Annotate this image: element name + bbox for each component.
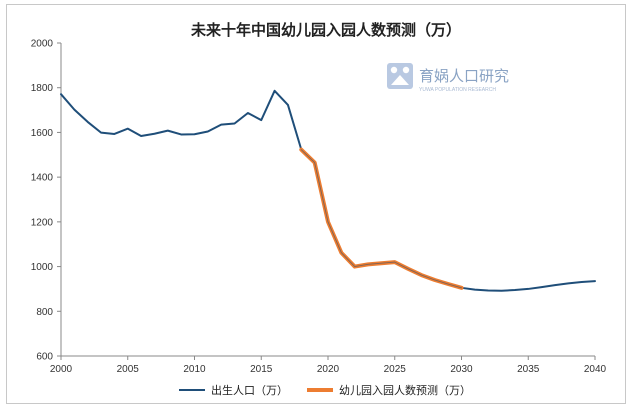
y-tick-label: 1400 bbox=[31, 173, 54, 184]
chart-title: 未来十年中国幼儿园入园人数预测（万） bbox=[190, 21, 461, 39]
legend: 出生人口（万） 幼儿园入园人数预测（万） bbox=[179, 383, 471, 397]
y-tick-label: 800 bbox=[36, 307, 53, 318]
series-line-kindergarten-core bbox=[300, 149, 462, 289]
series-layer bbox=[60, 89, 596, 292]
x-tick-label: 2030 bbox=[450, 364, 473, 375]
x-tick-label: 2005 bbox=[117, 364, 140, 375]
chart-frame: 未来十年中国幼儿园入园人数预测（万） 育娲人口研究 YUWA POPULATIO… bbox=[6, 4, 626, 404]
x-tick-label: 2025 bbox=[384, 364, 407, 375]
watermark-logo-icon bbox=[387, 63, 413, 89]
y-tick-label: 2000 bbox=[31, 39, 54, 50]
y-tick-label: 1600 bbox=[31, 128, 54, 139]
x-tick-label: 2015 bbox=[250, 364, 273, 375]
series-line-kindergarten bbox=[299, 147, 464, 290]
y-tick-label: 1000 bbox=[31, 262, 54, 273]
watermark-text: 育娲人口研究 bbox=[419, 67, 509, 85]
legend-label-kindergarten: 幼儿园入园人数预测（万） bbox=[339, 384, 471, 397]
y-tick-label: 1800 bbox=[31, 83, 54, 94]
x-tick-label: 2040 bbox=[584, 364, 607, 375]
y-tick-label: 600 bbox=[36, 352, 53, 363]
y-tick-label: 1200 bbox=[31, 217, 54, 228]
series-line-births bbox=[60, 89, 596, 292]
x-tick-label: 2020 bbox=[317, 364, 340, 375]
x-tick-label: 2000 bbox=[50, 364, 73, 375]
line-chart: 未来十年中国幼儿园入园人数预测（万） 育娲人口研究 YUWA POPULATIO… bbox=[31, 21, 607, 397]
x-tick-label: 2035 bbox=[517, 364, 540, 375]
legend-label-births: 出生人口（万） bbox=[211, 383, 288, 397]
watermark-subtitle: YUWA POPULATION RESEARCH bbox=[419, 87, 496, 93]
x-tick-label: 2010 bbox=[183, 364, 206, 375]
axes: 600 800 1000 1200 1400 1600 1800 2000 2000 2005 20… bbox=[31, 39, 607, 376]
watermark: 育娲人口研究 YUWA POPULATION RESEARCH bbox=[387, 63, 509, 93]
